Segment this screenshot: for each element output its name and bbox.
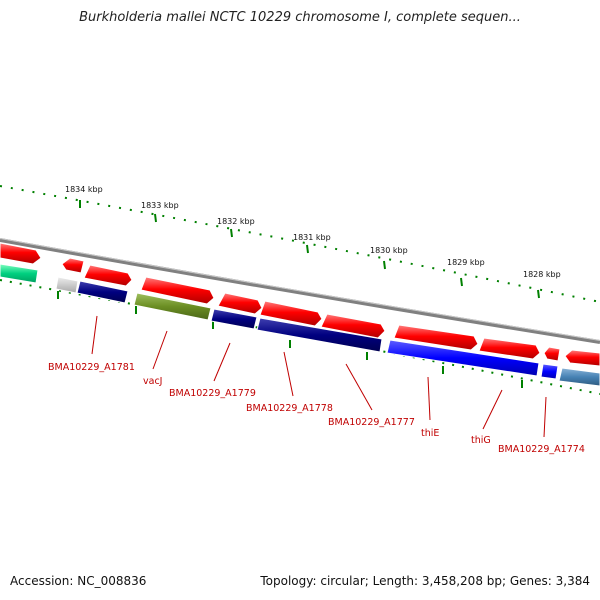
kbp-label-1830: 1830 kbp <box>370 246 408 255</box>
gene-forward[interactable] <box>543 346 561 362</box>
gene-label-a1779[interactable]: BMA10229_A1779 <box>169 388 256 399</box>
gene-forward[interactable] <box>393 324 479 351</box>
map-title: Burkholderia mallei NCTC 10229 chromosom… <box>79 10 521 25</box>
kbp-label-1828: 1828 kbp <box>523 270 561 279</box>
genome-backbone <box>0 238 600 344</box>
gene-forward[interactable] <box>61 257 85 274</box>
label-connectors <box>91 315 547 438</box>
kbp-label-1829: 1829 kbp <box>447 258 485 267</box>
gene-reverse-grey[interactable] <box>55 276 79 294</box>
gene-forward[interactable] <box>564 349 600 367</box>
gene-reverse-navy[interactable] <box>256 317 383 353</box>
gene-label-a1778[interactable]: BMA10229_A1778 <box>246 403 333 414</box>
kbp-label-1831: 1831 kbp <box>293 233 331 242</box>
gene-label-thig[interactable]: thiG <box>471 435 491 446</box>
gene-reverse-teal[interactable] <box>0 263 39 284</box>
kbp-label-1832: 1832 kbp <box>217 217 255 226</box>
kbp-label-1834: 1834 kbp <box>65 185 103 194</box>
gene-reverse-olive[interactable] <box>133 292 212 321</box>
gene-label-a1781[interactable]: BMA10229_A1781 <box>48 362 135 373</box>
major-ticks-outer <box>79 200 540 299</box>
gene-reverse-steel[interactable] <box>558 367 600 387</box>
genome-backbone-highlight <box>0 238 600 341</box>
gene-forward[interactable] <box>320 313 386 339</box>
gene-forward[interactable] <box>259 300 323 327</box>
accession-text: Accession: NC_008836 <box>10 574 147 588</box>
gene-forward[interactable] <box>83 264 133 287</box>
major-ticks-inner <box>57 291 523 388</box>
gene-label-thie[interactable]: thiE <box>421 428 439 439</box>
reverse-strand-genes <box>0 263 600 387</box>
gene-forward[interactable] <box>478 337 541 360</box>
gene-reverse-blue[interactable] <box>386 339 540 377</box>
topology-text: Topology: circular; Length: 3,458,208 bp… <box>260 574 590 588</box>
gene-label-vacj[interactable]: vacJ <box>143 376 162 387</box>
gene-label-a1774[interactable]: BMA10229_A1774 <box>498 444 585 455</box>
gene-forward[interactable] <box>217 292 263 315</box>
gene-reverse-navy[interactable] <box>76 280 129 304</box>
gene-reverse-blue[interactable] <box>540 363 559 380</box>
forward-strand-genes <box>0 242 600 367</box>
gene-reverse-navy[interactable] <box>210 308 258 330</box>
gene-forward[interactable] <box>0 242 42 265</box>
gene-forward[interactable] <box>140 276 215 305</box>
kbp-label-1833: 1833 kbp <box>141 201 179 210</box>
gene-label-a1777[interactable]: BMA10229_A1777 <box>328 417 415 428</box>
